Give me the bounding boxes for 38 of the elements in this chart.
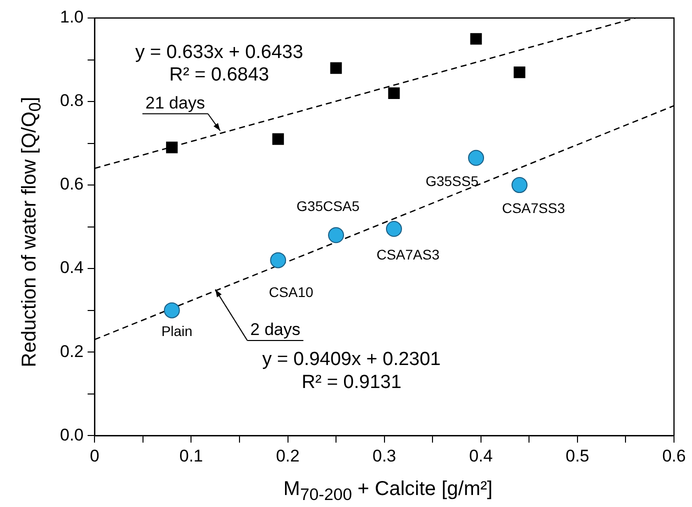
point: [468, 150, 484, 166]
x-axis-title: M$_{70-200}$ + Calcite [g/m²]: [283, 478, 493, 505]
x-tick-label: 0.6: [662, 446, 686, 466]
point: [512, 177, 528, 194]
annotation: G35CSA5: [296, 198, 360, 214]
point: [330, 62, 342, 74]
point: [164, 302, 180, 318]
annotation: R² = 0.9131: [302, 372, 402, 394]
y-tick-label: 0.2: [60, 342, 84, 361]
point: [388, 87, 400, 99]
x-tick-label: 0.2: [276, 446, 300, 466]
annotation: CSA7AS3: [376, 246, 440, 263]
point: [270, 252, 286, 268]
point: [386, 220, 402, 237]
annotation: Plain: [161, 323, 192, 340]
annotation: 21 days: [145, 93, 205, 112]
point: [470, 33, 482, 45]
x-tick-label: 0.5: [566, 446, 590, 466]
y-tick-label: 0.8: [60, 91, 84, 110]
annotation: CSA10: [268, 284, 314, 300]
point: [166, 142, 178, 154]
annotation: R² = 0.6843: [169, 64, 270, 86]
x-tick-label: 0.1: [179, 446, 204, 466]
y-tick-label: 1.0: [60, 8, 84, 27]
y-tick-label: 0.6: [60, 174, 84, 194]
annotation: y = 0.9409x + 0.2301: [262, 349, 441, 370]
x-tick-label: 0.3: [372, 446, 396, 466]
x-tick-label: 0.4: [469, 446, 493, 466]
point: [514, 66, 526, 78]
annotation: CSA7SS3: [502, 200, 566, 216]
annotation: G35SS5: [426, 172, 479, 189]
annotation: y = 0.633x + 0.6433: [135, 42, 304, 63]
annotation: 2 days: [250, 320, 300, 340]
y-tick-label: 0.4: [60, 258, 84, 278]
x-tick-label: 0: [90, 446, 100, 466]
point: [272, 133, 284, 145]
point: [328, 227, 344, 244]
y-tick-label: 0.0: [60, 425, 84, 444]
